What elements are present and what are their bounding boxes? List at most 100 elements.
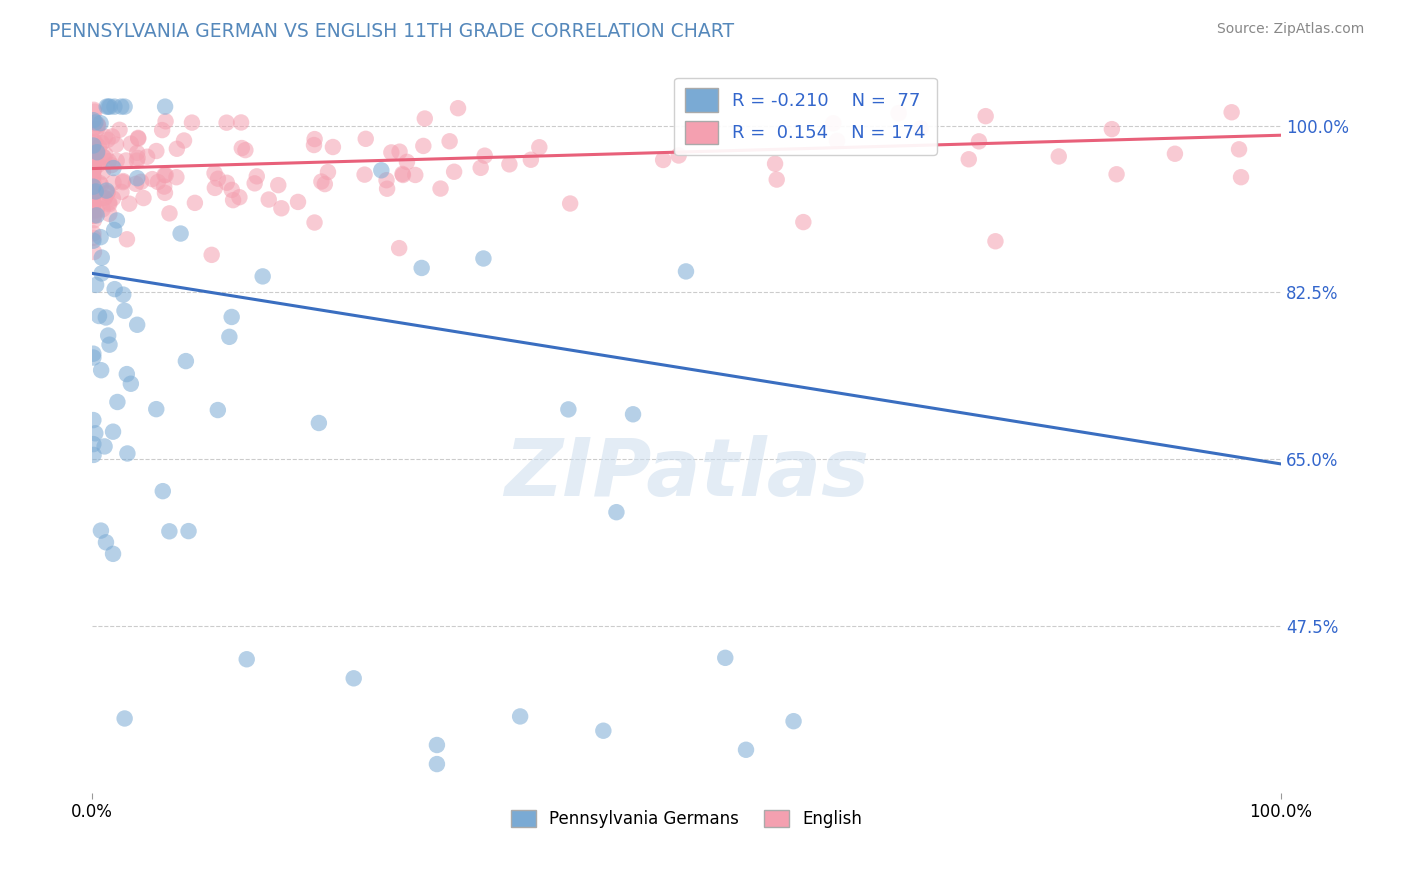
Point [472,252,495,266]
Point [984,234,1007,248]
Point [83,104,105,119]
Point [308,416,330,430]
Point [83,209,105,223]
Point [155,114,177,128]
Point [105,213,128,227]
Point [404,168,426,182]
Legend: Pennsylvania Germans, English: Pennsylvania Germans, English [505,804,869,835]
Point [181,115,204,129]
Point [82,231,104,245]
Point [103,223,125,237]
Point [101,191,124,205]
Point [101,129,124,144]
Point [82,175,104,189]
Point [1164,146,1187,161]
Point [125,153,148,168]
Point [82,158,104,172]
Point [166,142,188,156]
Point [90,267,112,281]
Point [82,169,104,184]
Point [86,121,108,136]
Point [82,179,104,194]
Point [127,171,149,186]
Point [114,303,136,318]
Point [84,135,107,149]
Point [82,134,104,148]
Point [94,148,117,162]
Point [84,277,107,292]
Point [605,505,627,519]
Point [82,155,104,169]
Point [84,156,107,170]
Point [86,208,108,222]
Point [82,197,104,211]
Point [90,251,112,265]
Point [91,202,114,217]
Point [825,134,848,148]
Point [302,138,325,153]
Point [82,186,104,200]
Point [86,117,108,131]
Point [86,144,108,158]
Point [145,144,167,158]
Point [90,136,112,150]
Point [388,145,411,159]
Point [353,168,375,182]
Point [322,140,344,154]
Point [114,100,136,114]
Point [426,738,449,752]
Point [592,723,614,738]
Point [98,207,121,221]
Point [392,168,415,182]
Point [82,347,104,361]
Point [439,134,461,148]
Point [782,714,804,729]
Point [823,116,845,130]
Point [82,227,104,241]
Point [675,264,697,278]
Point [218,330,240,344]
Point [343,671,366,685]
Point [127,151,149,165]
Point [311,175,333,189]
Point [652,153,675,167]
Point [103,100,125,114]
Point [110,100,132,114]
Point [82,146,104,161]
Point [115,153,138,168]
Point [86,145,108,160]
Point [82,196,104,211]
Point [474,149,496,163]
Point [82,161,104,176]
Point [94,535,117,549]
Point [153,179,176,194]
Point [97,100,120,114]
Point [98,337,121,351]
Point [82,138,104,153]
Point [94,310,117,325]
Point [391,167,413,181]
Point [221,310,243,324]
Point [87,119,110,133]
Point [127,318,149,332]
Point [957,153,980,167]
Point [115,232,138,246]
Point [110,185,132,199]
Point [90,363,112,377]
Point [1230,170,1253,185]
Point [84,115,107,129]
Point [82,204,104,219]
Point [270,202,292,216]
Point [215,116,238,130]
Point [97,186,120,200]
Point [98,100,121,114]
Point [792,215,814,229]
Point [84,426,107,441]
Point [125,177,148,191]
Point [557,402,579,417]
Point [132,191,155,205]
Point [201,248,224,262]
Point [105,137,128,152]
Point [447,101,470,115]
Point [621,407,644,421]
